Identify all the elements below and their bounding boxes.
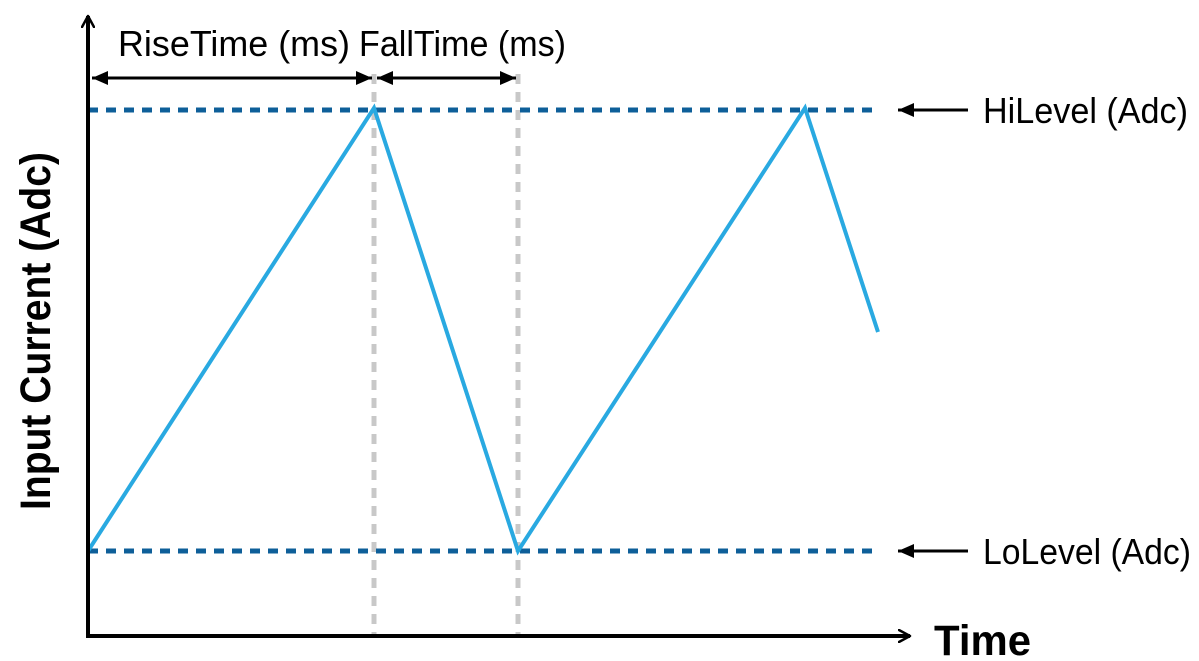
rise-time-label: RiseTime (ms): [118, 23, 350, 64]
current-waveform: [86, 103, 880, 556]
fall-time-label: FallTime (ms): [359, 23, 566, 64]
y-axis-title: Input Current (Adc): [12, 152, 60, 510]
x-axis-title: Time: [934, 617, 1031, 661]
lo-level-label: LoLevel (Adc): [983, 531, 1191, 572]
hi-level-label: HiLevel (Adc): [983, 90, 1188, 131]
